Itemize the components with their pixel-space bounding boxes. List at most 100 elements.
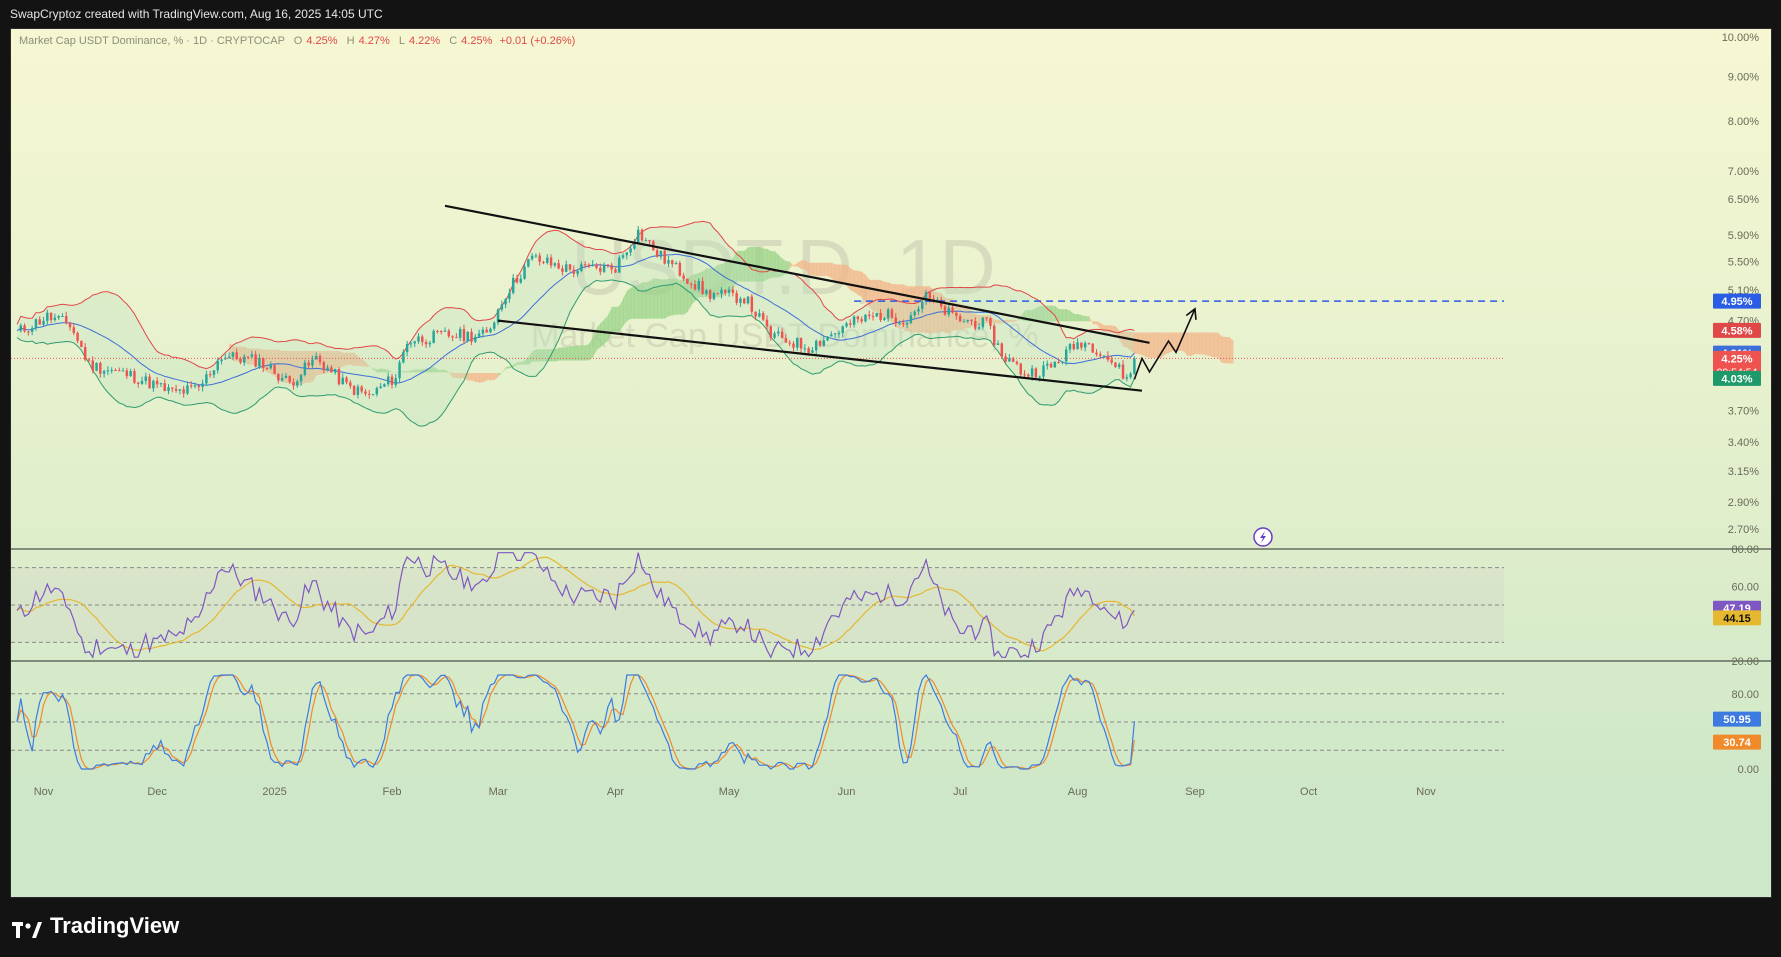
candle-body[interactable] [879,312,882,320]
candle-body[interactable] [644,240,647,242]
candle-body[interactable] [761,313,765,320]
candle-body[interactable] [1110,359,1113,363]
candle-body[interactable] [553,263,557,266]
candle-body[interactable] [913,311,916,316]
candle-body[interactable] [428,342,432,345]
candle-body[interactable] [330,367,333,373]
candle-body[interactable] [1034,368,1038,378]
candle-body[interactable] [701,281,704,294]
candle-body[interactable] [557,263,560,269]
candle-body[interactable] [614,269,617,273]
candle-body[interactable] [977,327,981,329]
candle-body[interactable] [841,326,844,333]
candle-body[interactable] [538,255,541,262]
candle-body[interactable] [1038,376,1041,378]
candle-body[interactable] [724,289,727,293]
candle-body[interactable] [746,296,750,304]
candle-body[interactable] [205,374,208,384]
candle-body[interactable] [375,387,379,395]
candle-body[interactable] [909,315,913,323]
candle-body[interactable] [546,257,549,263]
candle-body[interactable] [265,368,269,370]
candle-body[interactable] [826,336,829,341]
candle-body[interactable] [599,267,602,272]
candle-body[interactable] [129,371,132,377]
candle-body[interactable] [731,289,735,294]
candle-body[interactable] [314,356,318,360]
candle-body[interactable] [87,359,91,361]
candle-body[interactable] [243,356,246,363]
candle-body[interactable] [34,319,38,329]
candle-body[interactable] [466,331,469,342]
lightning-icon[interactable] [1253,527,1273,547]
candle-body[interactable] [288,375,291,383]
candle-body[interactable] [72,327,76,333]
candle-body[interactable] [636,229,640,244]
trendline-lower[interactable] [497,319,1143,392]
candle-body[interactable] [951,307,954,313]
candle-body[interactable] [1076,342,1079,350]
candle-body[interactable] [413,341,416,344]
candle-body[interactable] [500,304,504,310]
candle-body[interactable] [136,382,140,384]
candle-body[interactable] [610,264,613,270]
candle-body[interactable] [902,323,905,325]
candle-body[interactable] [924,292,928,302]
candle-body[interactable] [174,388,178,391]
candle-body[interactable] [811,350,814,353]
candle-body[interactable] [633,243,636,249]
candle-body[interactable] [1057,361,1060,363]
candle-body[interactable] [61,316,64,318]
candle-body[interactable] [955,312,958,316]
candle-body[interactable] [333,368,337,373]
candle-body[interactable] [269,364,273,369]
candle-body[interactable] [455,337,458,339]
candle-body[interactable] [591,264,594,267]
candle-body[interactable] [254,354,257,367]
candle-body[interactable] [856,316,860,320]
candle-body[interactable] [1080,342,1083,348]
candle-body[interactable] [159,383,163,385]
candle-body[interactable] [352,385,356,395]
candle-body[interactable] [962,321,966,323]
candle-body[interactable] [23,325,26,332]
candle-body[interactable] [868,314,871,317]
candle-body[interactable] [1102,355,1106,357]
candle-body[interactable] [1042,365,1045,377]
candle-body[interactable] [894,317,897,324]
candle-body[interactable] [1114,362,1117,367]
candle-body[interactable] [860,319,863,322]
candle-body[interactable] [1004,356,1007,362]
candle-body[interactable] [640,229,644,241]
candle-body[interactable] [671,260,674,265]
candle-body[interactable] [296,381,299,386]
candle-body[interactable] [383,384,386,387]
candle-body[interactable] [875,312,879,317]
candle-body[interactable] [777,331,780,334]
candle-body[interactable] [803,348,807,350]
candle-body[interactable] [80,340,83,348]
candle-body[interactable] [974,320,977,329]
candle-body[interactable] [629,248,632,253]
candle-body[interactable] [235,352,238,360]
candle-body[interactable] [606,264,610,266]
candle-body[interactable] [148,376,151,389]
candle-body[interactable] [837,332,841,334]
candle-body[interactable] [307,362,310,366]
candle-body[interactable] [739,298,742,303]
candle-body[interactable] [993,325,996,345]
candle-body[interactable] [1061,361,1064,363]
candle-body[interactable] [1030,368,1034,377]
chart-frame[interactable]: USDT.D, 1D Market Cap USDT Dominance, % 10… [10,28,1772,898]
candle-body[interactable] [871,316,875,318]
candle-body[interactable] [595,264,598,268]
candle-body[interactable] [780,331,784,338]
candle-body[interactable] [735,293,738,303]
candle-body[interactable] [155,380,159,385]
candle-body[interactable] [542,261,545,263]
candle-body[interactable] [1049,363,1053,368]
candle-body[interactable] [727,289,731,293]
candle-body[interactable] [1019,363,1022,375]
candle-body[interactable] [364,391,367,394]
candle-body[interactable] [390,376,394,385]
